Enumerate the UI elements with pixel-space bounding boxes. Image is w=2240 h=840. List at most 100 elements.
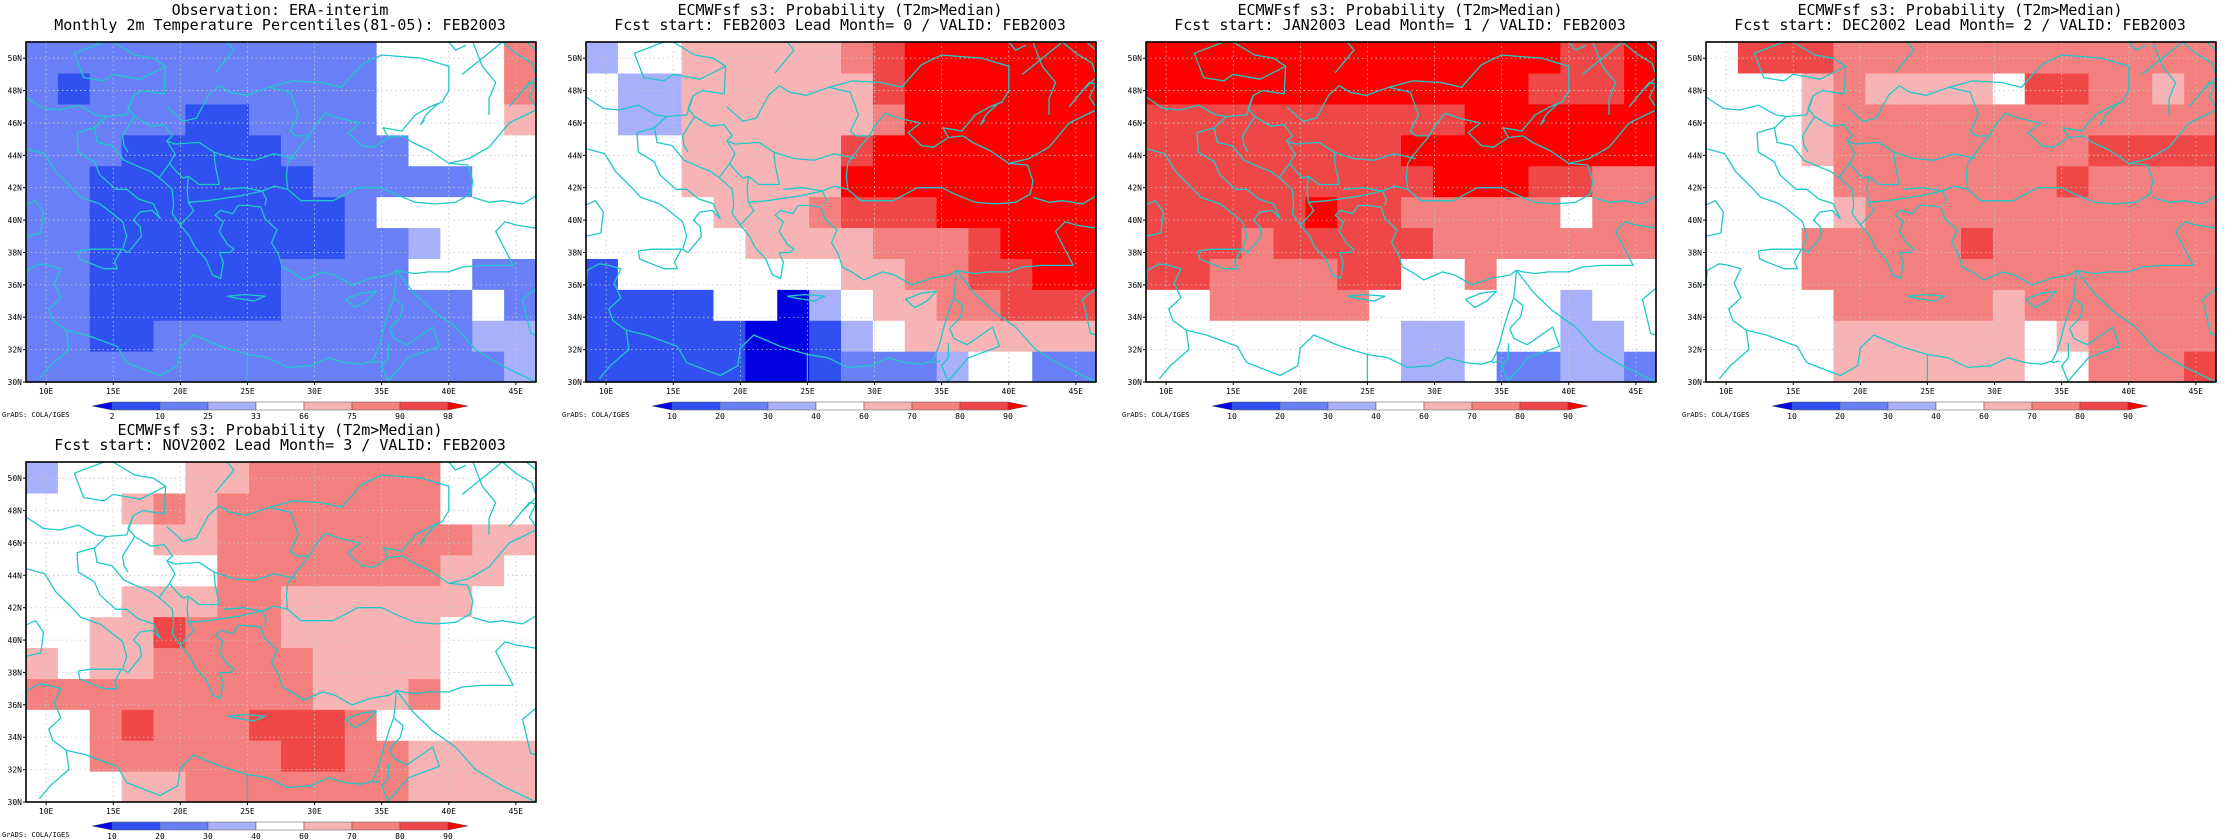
coastline	[1146, 200, 1165, 237]
heatmap-cell	[1560, 42, 1593, 74]
heatmap-cell	[408, 72, 441, 105]
heatmap-cell	[89, 492, 123, 525]
heatmap-cell	[1369, 289, 1402, 321]
colorbar-label: 60	[1419, 412, 1429, 420]
heatmap-cell	[1146, 165, 1179, 198]
map-panel-lead-2: ECMWFsf s3: Probability (T2m>Median) Fcst…	[1680, 0, 2240, 420]
heatmap-cell	[1769, 227, 1803, 259]
y-tick-label: 50N	[1128, 54, 1143, 63]
chart-title-line: Monthly 2m Temperature Percentiles(81-05…	[54, 16, 506, 34]
heatmap-cell	[504, 709, 536, 741]
heatmap-cell	[1401, 103, 1434, 136]
colorbar-segment	[1935, 401, 1985, 411]
coastline	[218, 85, 310, 137]
coastline	[2069, 297, 2084, 330]
heatmap-cell	[2152, 134, 2185, 167]
heatmap-cell	[2120, 165, 2153, 198]
heatmap-cell	[1064, 289, 1096, 321]
colorbar-segment	[91, 401, 113, 411]
heatmap-cell	[408, 289, 441, 321]
coastline	[1898, 85, 1990, 137]
coastline	[2202, 81, 2216, 108]
heatmap-cell	[1401, 42, 1434, 74]
heatmap-cell	[809, 42, 842, 74]
y-tick-label: 38N	[1688, 248, 1703, 257]
colorbar-segment	[1211, 401, 1233, 411]
heatmap-cell	[1464, 196, 1498, 229]
heatmap-cell	[1146, 351, 1179, 382]
colorbar-segment	[2079, 401, 2129, 411]
heatmap-cell	[504, 647, 536, 679]
coastline	[1807, 95, 1856, 179]
heatmap-cell	[2088, 165, 2121, 198]
coastline	[2061, 343, 2070, 382]
heatmap-cell	[1560, 289, 1593, 321]
coastline	[26, 620, 45, 657]
heatmap-cell	[249, 523, 282, 556]
heatmap-cell	[841, 196, 874, 229]
heatmap-cell	[1146, 320, 1179, 352]
heatmap-cell	[809, 227, 842, 259]
heatmap-cell	[1369, 103, 1402, 136]
coastline	[121, 116, 136, 153]
heatmap-cell	[153, 351, 186, 382]
heatmap-cell	[217, 351, 250, 382]
heatmap-cell	[408, 227, 441, 259]
heatmap-cell	[153, 227, 186, 259]
plot-frame	[25, 461, 537, 803]
heatmap-cell	[745, 72, 778, 105]
heatmap-cell	[153, 678, 186, 710]
heatmap-cell	[1432, 42, 1466, 74]
heatmap-cell	[26, 320, 59, 352]
heatmap-cell	[1624, 165, 1656, 198]
heatmap-cell	[26, 72, 59, 105]
chart-title-line: Fcst start: JAN2003 Lead Month= 1 / VALI…	[1174, 16, 1626, 34]
heatmap-cell	[217, 165, 250, 198]
y-tick-label: 48N	[568, 87, 583, 96]
heatmap-cell	[586, 42, 619, 74]
colorbar-segment	[1771, 401, 1793, 411]
heatmap-cell	[281, 320, 314, 352]
coastline	[1308, 190, 1387, 206]
heatmap-cell	[504, 134, 536, 167]
heatmap-cell	[1305, 351, 1338, 382]
coastline	[681, 116, 696, 153]
heatmap-cell	[745, 42, 778, 74]
heatmap-cell	[408, 647, 441, 679]
colorbar-segment	[863, 401, 913, 411]
heatmap-cell	[1624, 289, 1656, 321]
heatmap-cell	[1432, 134, 1466, 167]
coastline	[1846, 140, 1900, 186]
heatmap-cell	[1369, 227, 1402, 259]
colorbar-label: 70	[347, 832, 357, 840]
coastline	[448, 529, 536, 585]
coastline	[633, 42, 727, 118]
coastline	[726, 85, 780, 122]
heatmap-cell	[777, 103, 810, 136]
heatmap-cell	[153, 258, 186, 290]
y-tick-label: 40N	[568, 216, 583, 225]
heatmap-cell	[1464, 227, 1498, 259]
heatmap-cell	[1865, 165, 1898, 198]
heatmap-cell	[1401, 227, 1434, 259]
heatmap-cell	[1273, 227, 1306, 259]
coastlines	[26, 462, 536, 802]
coastline	[521, 287, 536, 336]
coastline	[1492, 360, 1501, 364]
y-tick-label: 38N	[8, 248, 23, 257]
colorbar-label: 70	[1467, 412, 1477, 420]
heatmap-cell	[1000, 351, 1033, 382]
heatmap-cell	[1897, 227, 1930, 259]
heatmap-cell	[344, 42, 378, 74]
heatmap-cell	[1706, 42, 1739, 74]
coastline	[1707, 132, 1841, 254]
coastline	[521, 707, 536, 756]
heatmap-cell	[440, 351, 473, 382]
coastline	[213, 571, 296, 581]
heatmap-cell	[472, 647, 505, 679]
heatmap-cell	[26, 42, 59, 74]
x-tick-label: 15E	[106, 807, 121, 816]
heatmap-cell	[1177, 320, 1211, 352]
heatmap-cell	[185, 165, 218, 198]
heatmap-cell	[121, 103, 155, 136]
